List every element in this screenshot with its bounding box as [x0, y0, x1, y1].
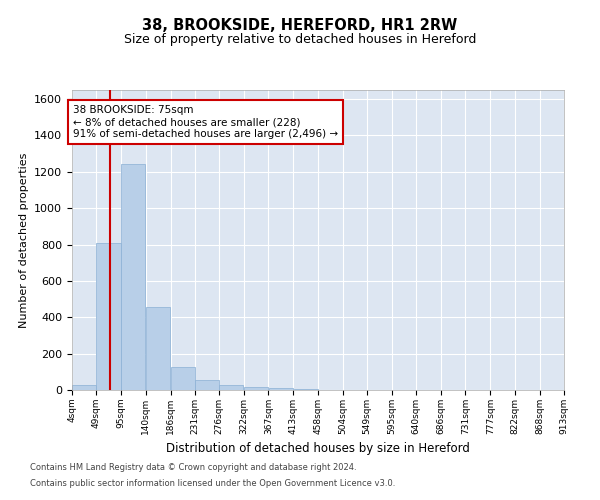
Text: Size of property relative to detached houses in Hereford: Size of property relative to detached ho… [124, 32, 476, 46]
Bar [195, 380, 219, 390]
Bar [121, 164, 145, 390]
Bar [72, 386, 96, 390]
X-axis label: Distribution of detached houses by size in Hereford: Distribution of detached houses by size … [166, 442, 470, 456]
Bar [293, 389, 317, 390]
Bar [97, 242, 121, 390]
Text: Contains public sector information licensed under the Open Government Licence v3: Contains public sector information licen… [30, 478, 395, 488]
Text: 38 BROOKSIDE: 75sqm
← 8% of detached houses are smaller (228)
91% of semi-detach: 38 BROOKSIDE: 75sqm ← 8% of detached hou… [73, 106, 338, 138]
Bar [170, 368, 195, 390]
Text: Contains HM Land Registry data © Crown copyright and database right 2024.: Contains HM Land Registry data © Crown c… [30, 464, 356, 472]
Text: 38, BROOKSIDE, HEREFORD, HR1 2RW: 38, BROOKSIDE, HEREFORD, HR1 2RW [142, 18, 458, 32]
Bar [244, 388, 268, 390]
Y-axis label: Number of detached properties: Number of detached properties [19, 152, 29, 328]
Bar [269, 388, 293, 390]
Bar [146, 308, 170, 390]
Bar [220, 386, 244, 390]
